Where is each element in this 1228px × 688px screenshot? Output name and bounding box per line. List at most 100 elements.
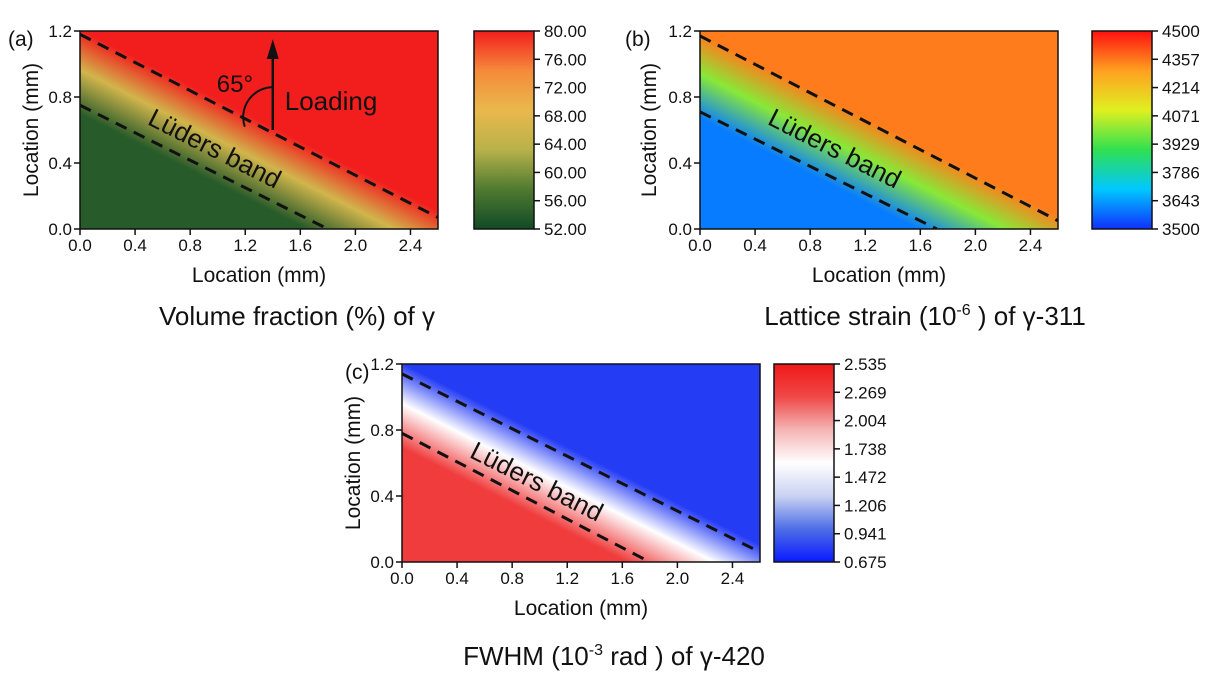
colorbar-tick-label: 0.675 xyxy=(844,553,887,572)
colorbar-tick-label: 3500 xyxy=(1162,220,1200,239)
panel-b-y-axis-label: Location (mm) xyxy=(638,63,661,197)
panel-c-colorbar xyxy=(774,364,834,562)
heatmap-field xyxy=(80,31,438,229)
panel-b-caption-tail: ) of γ-311 xyxy=(971,301,1086,331)
panel-b-colorbar xyxy=(1092,31,1152,229)
x-tick-label: 1.2 xyxy=(555,569,579,588)
panel-c-colorbar-frame xyxy=(773,363,835,563)
colorbar-tick-label: 56.00 xyxy=(544,192,587,211)
y-tick-label: 0.4 xyxy=(48,154,72,173)
angle-arc xyxy=(242,86,273,128)
panel-c-y-ticks: 0.0 0.4 0.8 1.2 xyxy=(370,355,402,572)
colorbar-tick-label: 1.206 xyxy=(844,496,887,515)
panel-b-caption-exponent: -6 xyxy=(956,302,970,319)
y-tick-label: 0.0 xyxy=(668,220,692,239)
x-tick-label: 0.0 xyxy=(390,569,414,588)
colorbar-tick-label: 3929 xyxy=(1162,135,1200,154)
x-tick-label: 0.4 xyxy=(123,236,147,255)
x-tick-label: 0.8 xyxy=(178,236,202,255)
loading-arrow-head xyxy=(266,39,279,60)
panel-b-label: (b) xyxy=(625,28,651,51)
colorbar-tick-label: 4500 xyxy=(1162,22,1200,41)
loading-label: Loading xyxy=(285,86,378,116)
panel-c-caption-tail: rad ) of γ-420 xyxy=(603,641,765,671)
colorbar-tick-label: 1.738 xyxy=(844,440,887,459)
x-tick-label: 2.0 xyxy=(964,236,988,255)
panel-b-x-axis-label: Location (mm) xyxy=(812,264,946,287)
colorbar-tick-label: 2.269 xyxy=(844,383,887,402)
y-tick-label: 0.8 xyxy=(48,88,72,107)
colorbar-tick-label: 76.00 xyxy=(544,50,587,69)
panel-a-frame xyxy=(79,30,439,230)
panel-b-x-ticks: 0.0 0.4 0.8 1.2 1.6 2.0 2.4 xyxy=(688,229,1042,255)
luders-band-boundary-line xyxy=(80,103,329,229)
panel-b-y-ticks: 0.0 0.4 0.8 1.2 xyxy=(668,22,700,239)
panel-c-caption: FWHM (10-3 rad ) of γ-420 xyxy=(463,641,765,671)
x-tick-label: 2.0 xyxy=(344,236,368,255)
x-tick-label: 2.0 xyxy=(666,569,690,588)
colorbar-tick-label: 4214 xyxy=(1162,79,1200,98)
panel-c-x-axis-label: Location (mm) xyxy=(514,597,648,620)
panel-a-caption: Volume fraction (%) of γ xyxy=(159,301,435,331)
panel-a-x-axis-label: Location (mm) xyxy=(192,264,326,287)
luders-band-boundary-line xyxy=(402,372,760,554)
panel-c-y-axis-label: Location (mm) xyxy=(342,396,365,530)
panel-a-colorbar-frame xyxy=(473,30,535,230)
panel-c-frame xyxy=(401,363,761,563)
colorbar-tick-label: 52.00 xyxy=(544,220,587,239)
panel-b: (b) Lüders band 0.0 0.4 0.8 1.2 1.6 2.0 2.4 0.… xyxy=(625,22,1200,331)
y-tick-label: 0.4 xyxy=(668,154,692,173)
x-tick-label: 1.6 xyxy=(908,236,932,255)
colorbar-tick-label: 3643 xyxy=(1162,192,1200,211)
x-tick-label: 0.4 xyxy=(445,569,469,588)
panel-c-caption-main: FWHM (10 xyxy=(463,641,589,671)
angle-label: 65° xyxy=(217,71,253,98)
panel-a-colorbar xyxy=(474,31,534,229)
panel-c-plot: Lüders band xyxy=(402,364,760,562)
y-tick-label: 0.8 xyxy=(370,421,394,440)
x-tick-label: 0.4 xyxy=(743,236,767,255)
panel-c-colorbar-ticks: 2.535 2.269 2.004 1.738 1.472 1.206 0.941 0.675 xyxy=(834,355,887,572)
panel-c-caption-exponent: -3 xyxy=(589,642,603,659)
panel-b-plot: Lüders band xyxy=(700,31,1058,229)
colorbar-tick-label: 2.535 xyxy=(844,355,887,374)
colorbar-tick-label: 72.00 xyxy=(544,79,587,98)
panel-a-y-ticks: 0.0 0.4 0.8 1.2 xyxy=(48,22,80,239)
panel-b-colorbar-ticks: 4500 4357 4214 4071 3929 3786 3643 3500 xyxy=(1152,22,1200,239)
panel-a-y-axis-label: Location (mm) xyxy=(20,63,43,197)
x-tick-label: 0.0 xyxy=(688,236,712,255)
y-tick-label: 1.2 xyxy=(48,22,72,41)
luders-band-boundary-line xyxy=(700,110,938,229)
x-tick-label: 2.4 xyxy=(1019,236,1043,255)
panel-b-caption: Lattice strain (10-6 ) of γ-311 xyxy=(764,301,1086,331)
panel-b-colorbar-frame xyxy=(1091,30,1153,230)
colorbar-tick-label: 1.472 xyxy=(844,468,887,487)
colorbar-tick-label: 2.004 xyxy=(844,412,887,431)
y-tick-label: 1.2 xyxy=(668,22,692,41)
x-tick-label: 1.2 xyxy=(233,236,257,255)
luders-band-boundary-line xyxy=(402,431,651,562)
x-tick-label: 0.0 xyxy=(68,236,92,255)
panel-c-x-ticks: 0.0 0.4 0.8 1.2 1.6 2.0 2.4 xyxy=(390,562,744,588)
colorbar-tick-label: 60.00 xyxy=(544,163,587,182)
colorbar-tick-label: 64.00 xyxy=(544,135,587,154)
luders-band-boundary-line xyxy=(80,32,438,219)
y-tick-label: 0.4 xyxy=(370,487,394,506)
luders-band-boundary-line xyxy=(700,34,1058,223)
x-tick-label: 0.8 xyxy=(500,569,524,588)
colorbar-tick-label: 4357 xyxy=(1162,50,1200,69)
colorbar-tick-label: 4071 xyxy=(1162,107,1200,126)
panel-b-frame xyxy=(699,30,1059,230)
colorbar-tick-label: 3786 xyxy=(1162,163,1200,182)
y-tick-label: 0.8 xyxy=(668,88,692,107)
colorbar-tick-label: 68.00 xyxy=(544,107,587,126)
panel-c-label: (c) xyxy=(345,361,370,384)
colorbar-tick-label: 80.00 xyxy=(544,22,587,41)
y-tick-label: 0.0 xyxy=(370,553,394,572)
panel-a-label: (a) xyxy=(8,28,34,51)
x-tick-label: 1.6 xyxy=(288,236,312,255)
